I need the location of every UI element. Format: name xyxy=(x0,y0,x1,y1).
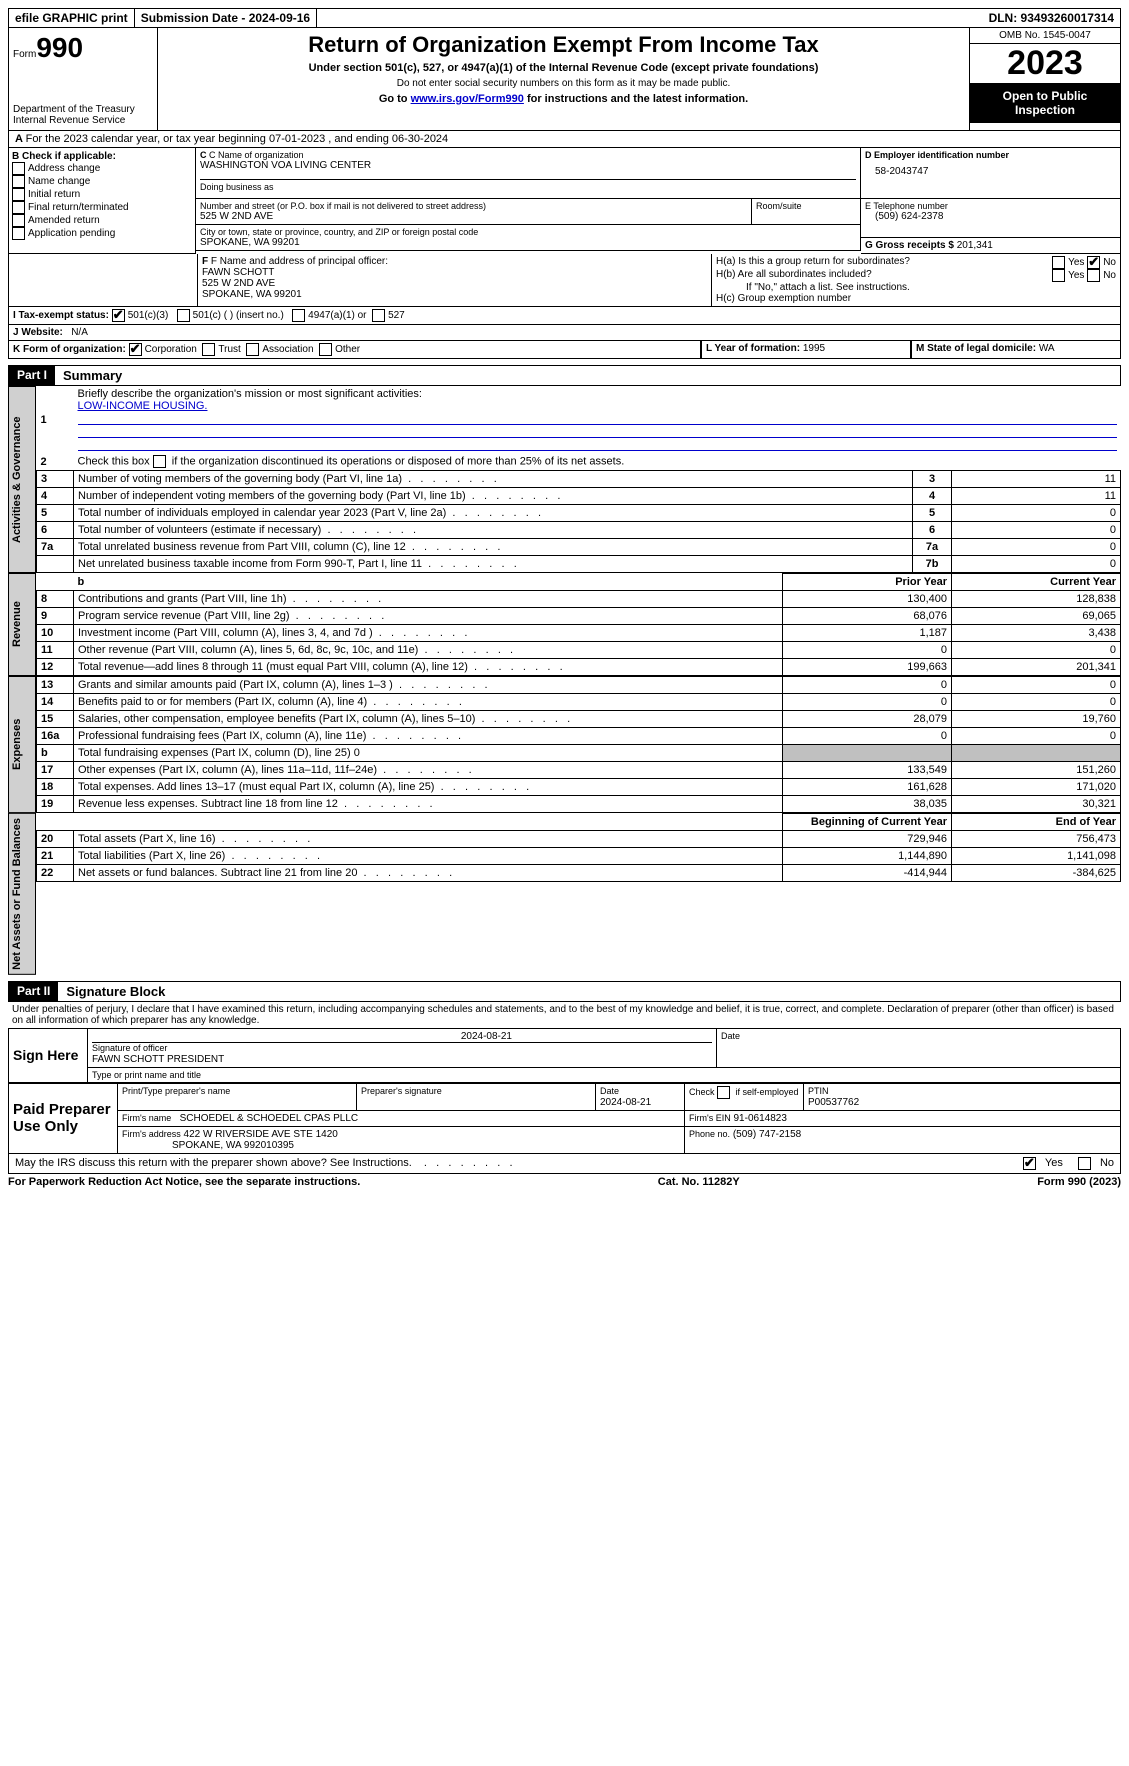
f-label: F F Name and address of principal office… xyxy=(202,256,707,267)
chk-discontinued[interactable] xyxy=(153,455,166,468)
hc-label: H(c) Group exemption number xyxy=(716,293,1116,304)
chk-self-emp[interactable] xyxy=(717,1086,730,1099)
firm-phone: (509) 747-2158 xyxy=(733,1129,801,1140)
firm-addr1: 422 W RIVERSIDE AVE STE 1420 xyxy=(184,1129,338,1140)
ha-label: H(a) Is this a group return for subordin… xyxy=(716,256,1052,269)
dept-treasury: Department of the Treasury Internal Reve… xyxy=(13,104,153,126)
irs-link[interactable]: www.irs.gov/Form990 xyxy=(411,93,524,105)
street-label: Number and street (or P.O. box if mail i… xyxy=(200,201,747,211)
preparer-table: Paid Preparer Use Only Print/Type prepar… xyxy=(8,1083,1121,1154)
chk-501c[interactable] xyxy=(177,309,190,322)
governance-table: 1 Briefly describe the organization's mi… xyxy=(36,386,1121,573)
paid-preparer: Paid Preparer Use Only xyxy=(9,1083,118,1153)
part1-bar: Part I Summary xyxy=(8,365,1121,386)
sig-date-top: 2024-08-21 xyxy=(92,1031,712,1043)
goto-note: Go to www.irs.gov/Form990 for instructio… xyxy=(166,93,961,105)
top-bar: efile GRAPHIC print Submission Date - 20… xyxy=(8,8,1121,28)
open-inspection: Open to Public Inspection xyxy=(970,83,1120,123)
omb-no: OMB No. 1545-0047 xyxy=(970,28,1120,44)
part2-bar: Part II Signature Block xyxy=(8,981,1121,1002)
year-formation: 1995 xyxy=(803,343,825,354)
chk-501c3[interactable] xyxy=(112,309,125,322)
chk-527[interactable] xyxy=(372,309,385,322)
revenue-table: bPrior YearCurrent Year 8Contributions a… xyxy=(36,573,1121,676)
city: SPOKANE, WA 99201 xyxy=(200,237,856,248)
chk-ha-yes[interactable] xyxy=(1052,256,1065,269)
dba-label: Doing business as xyxy=(200,179,856,192)
street: 525 W 2ND AVE xyxy=(200,211,747,222)
prep-date: 2024-08-21 xyxy=(600,1097,651,1108)
chk-final-return[interactable] xyxy=(12,201,25,214)
ptin: P00537762 xyxy=(808,1097,859,1108)
page-footer: For Paperwork Reduction Act Notice, see … xyxy=(8,1176,1121,1188)
form-title: Return of Organization Exempt From Incom… xyxy=(166,32,961,58)
chk-ha-no[interactable] xyxy=(1087,256,1100,269)
city-label: City or town, state or province, country… xyxy=(200,227,856,237)
b-label: B Check if applicable: xyxy=(12,151,192,162)
perjury-decl: Under penalties of perjury, I declare th… xyxy=(8,1002,1121,1028)
tax-year: 2023 xyxy=(970,44,1120,83)
j-label: J Website: xyxy=(13,327,63,338)
submission-date: Submission Date - 2024-09-16 xyxy=(135,9,317,27)
firm-addr2: SPOKANE, WA 992010395 xyxy=(172,1140,294,1151)
officer-addr2: SPOKANE, WA 99201 xyxy=(202,289,707,300)
c-name-label: C C Name of organization xyxy=(200,150,856,160)
org-name: WASHINGTON VOA LIVING CENTER xyxy=(200,160,856,171)
vlabel-expenses: Expenses xyxy=(8,676,36,813)
hb-label: H(b) Are all subordinates included? xyxy=(716,269,1052,282)
chk-discuss-no[interactable] xyxy=(1078,1157,1091,1170)
firm-ein: 91-0614823 xyxy=(734,1113,787,1124)
netassets-table: Beginning of Current YearEnd of Year 20T… xyxy=(36,813,1121,882)
i-label: I Tax-exempt status: xyxy=(13,310,109,321)
gross-receipts: 201,341 xyxy=(957,240,993,251)
ein: 58-2043747 xyxy=(865,166,1116,177)
chk-address-change[interactable] xyxy=(12,162,25,175)
sign-here: Sign Here xyxy=(9,1028,88,1082)
chk-assoc[interactable] xyxy=(246,343,259,356)
vlabel-revenue: Revenue xyxy=(8,573,36,676)
room-label: Room/suite xyxy=(756,201,856,211)
chk-trust[interactable] xyxy=(202,343,215,356)
k-label: K Form of organization: xyxy=(13,344,126,355)
mission-link[interactable]: LOW-INCOME HOUSING. xyxy=(78,400,208,412)
expenses-table: 13Grants and similar amounts paid (Part … xyxy=(36,676,1121,813)
discuss-row: May the IRS discuss this return with the… xyxy=(8,1154,1121,1174)
entity-block: B Check if applicable: Address change Na… xyxy=(8,148,1121,254)
chk-amended[interactable] xyxy=(12,214,25,227)
vlabel-governance: Activities & Governance xyxy=(8,386,36,573)
officer-sig-name: FAWN SCHOTT PRESIDENT xyxy=(92,1054,712,1065)
chk-name-change[interactable] xyxy=(12,175,25,188)
chk-4947[interactable] xyxy=(292,309,305,322)
chk-hb-yes[interactable] xyxy=(1052,269,1065,282)
d-ein-label: D Employer identification number xyxy=(865,150,1116,160)
form-subtitle: Under section 501(c), 527, or 4947(a)(1)… xyxy=(166,62,961,74)
state-domicile: WA xyxy=(1039,343,1055,354)
fh-block: F F Name and address of principal office… xyxy=(8,254,1121,307)
vlabel-netassets: Net Assets or Fund Balances xyxy=(8,813,36,975)
section-a: A For the 2023 calendar year, or tax yea… xyxy=(8,131,1121,148)
ssn-note: Do not enter social security numbers on … xyxy=(166,78,961,89)
form-number: 990 xyxy=(36,32,83,63)
chk-app-pending[interactable] xyxy=(12,227,25,240)
firm-name: SCHOEDEL & SCHOEDEL CPAS PLLC xyxy=(180,1113,359,1124)
website: N/A xyxy=(71,327,88,338)
officer-addr1: 525 W 2ND AVE xyxy=(202,278,707,289)
efile-label: efile GRAPHIC print xyxy=(9,9,135,27)
signature-table: Sign Here 2024-08-21 Signature of office… xyxy=(8,1028,1121,1083)
form-header: Form990 Department of the Treasury Inter… xyxy=(8,28,1121,131)
chk-hb-no[interactable] xyxy=(1087,269,1100,282)
g-label: G Gross receipts $ xyxy=(865,240,954,251)
phone: (509) 624-2378 xyxy=(865,211,1116,222)
form-label: Form xyxy=(13,49,36,60)
chk-initial-return[interactable] xyxy=(12,188,25,201)
officer-name: FAWN SCHOTT xyxy=(202,267,707,278)
chk-corp[interactable] xyxy=(129,343,142,356)
chk-discuss-yes[interactable] xyxy=(1023,1157,1036,1170)
hb-note: If "No," attach a list. See instructions… xyxy=(716,282,1116,293)
dln: DLN: 93493260017314 xyxy=(983,9,1120,27)
e-phone-label: E Telephone number xyxy=(865,201,1116,211)
chk-other[interactable] xyxy=(319,343,332,356)
